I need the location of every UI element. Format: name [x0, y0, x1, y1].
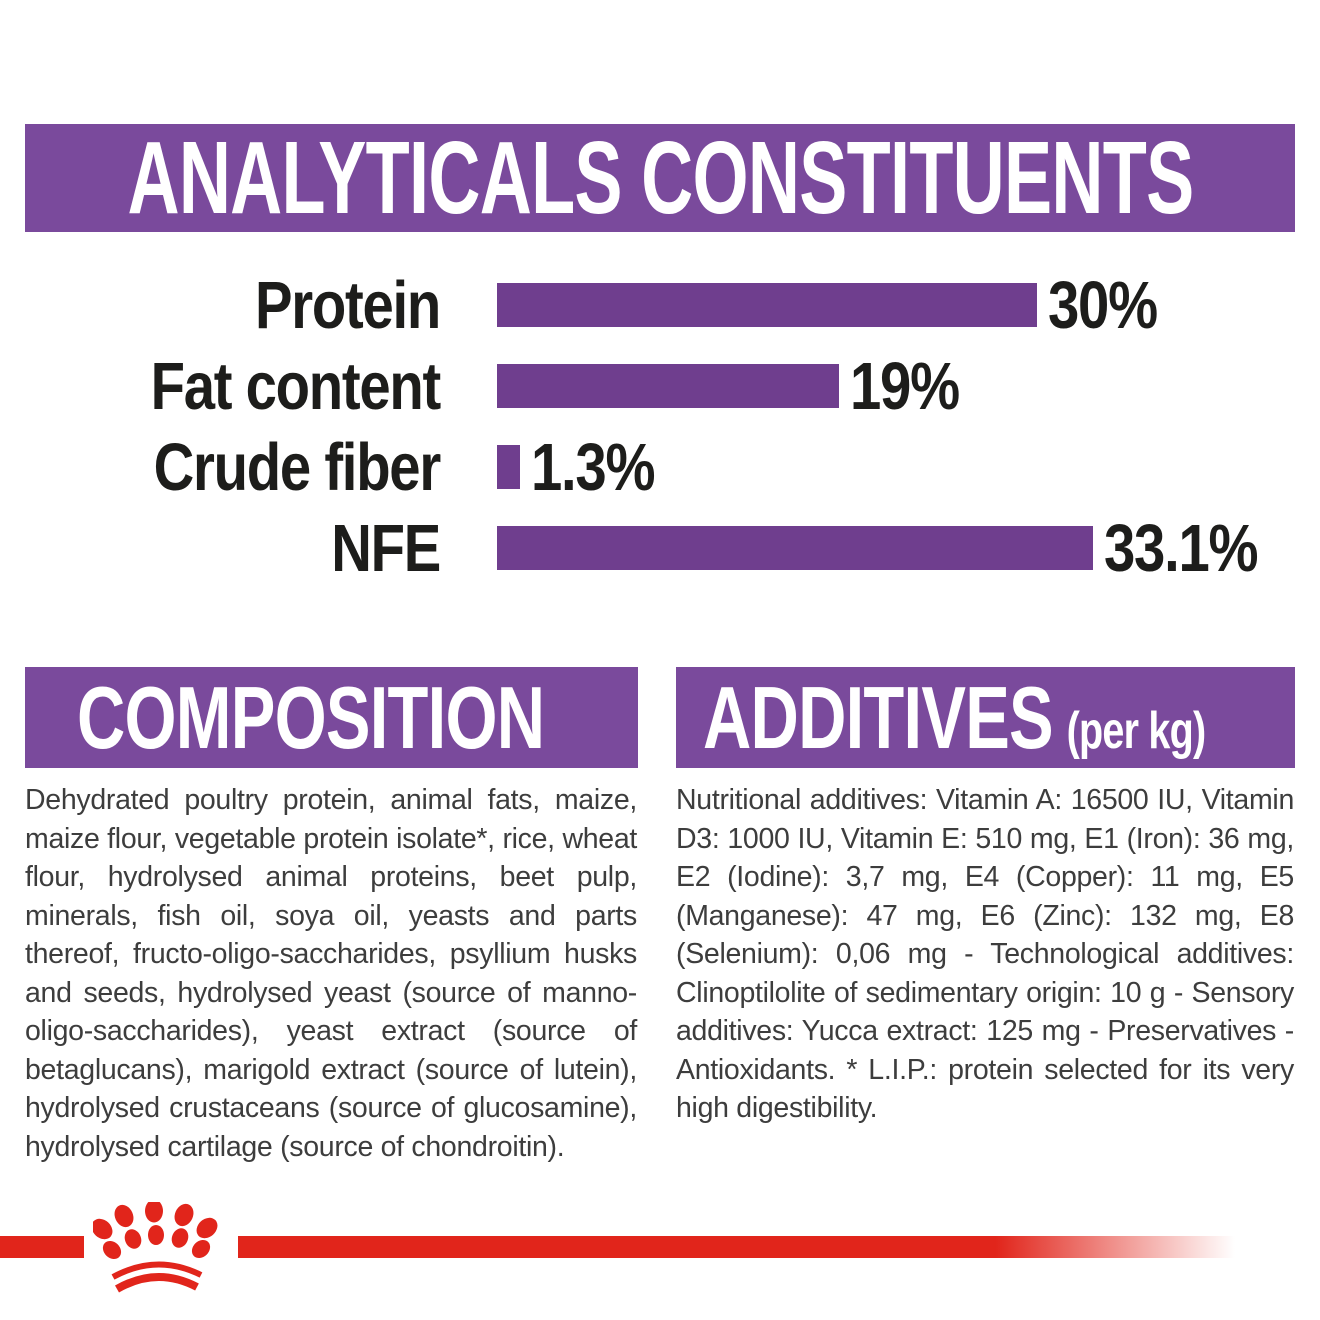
nutrient-value: 33.1%: [1104, 510, 1259, 586]
additives-title-suffix: (per kg): [1066, 701, 1207, 760]
composition-title: COMPOSITION: [77, 667, 545, 769]
nutrient-value: 30%: [1048, 267, 1158, 343]
analyticals-title: ANALYTICALS CONSTITUENTS: [126, 120, 1194, 235]
chart-row: Protein 30%: [25, 268, 1295, 343]
additives-header-band: ADDITIVES (per kg): [676, 667, 1295, 768]
composition-header-band: COMPOSITION: [25, 667, 638, 768]
analyticals-header-band: ANALYTICALS CONSTITUENTS: [25, 120, 1295, 235]
footer-red-stripe-left: [0, 1236, 84, 1258]
additives-title-text: ADDITIVES: [703, 667, 1054, 767]
nutrient-bar: [497, 283, 1037, 327]
nutrient-bar: [497, 526, 1093, 570]
composition-title-text: COMPOSITION: [77, 667, 545, 767]
nutrient-label: NFE: [331, 510, 441, 586]
chart-row: Fat content 19%: [25, 349, 1295, 424]
additives-title: ADDITIVES (per kg): [703, 667, 1207, 769]
chart-row: Crude fiber 1.3%: [25, 430, 1295, 505]
chart-row: NFE 33.1%: [25, 511, 1295, 586]
royal-canin-crown-icon: [93, 1202, 218, 1293]
nutrient-label: Protein: [254, 267, 441, 343]
nutrient-label: Fat content: [150, 348, 442, 424]
nutrient-bar: [497, 445, 520, 489]
composition-body-text: Dehydrated poultry protein, animal fats,…: [25, 784, 637, 1163]
nutrient-label: Crude fiber: [153, 429, 442, 505]
nutrient-bar: [497, 364, 839, 408]
additives-body-text: Nutritional additives: Vitamin A: 16500 …: [676, 784, 1294, 1124]
nutrient-value: 1.3%: [531, 429, 656, 505]
footer-red-stripe-right: [238, 1236, 1235, 1258]
nutrient-value: 19%: [850, 348, 960, 424]
analytical-constituents-bar-chart: Protein 30% Fat content 19% Crude fiber …: [25, 268, 1295, 607]
